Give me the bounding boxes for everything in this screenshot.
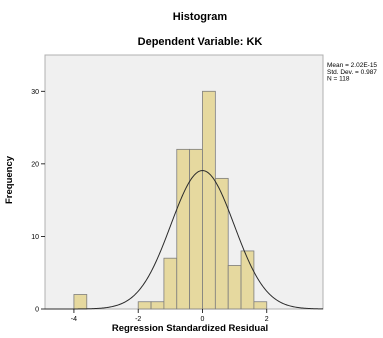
x-tick-label: 0 (201, 316, 205, 323)
x-tick-label: -2 (135, 316, 141, 323)
histogram-bar-7 (202, 90, 216, 310)
y-tick-label: 0 (35, 307, 39, 314)
chart-title: Histogram (173, 11, 228, 23)
stats-line-3: N = 118 (327, 76, 350, 83)
stats-line-2: Std. Dev. = 0.987 (327, 69, 377, 76)
histogram-bar-4 (163, 257, 178, 310)
x-tick-label: 2 (265, 316, 269, 323)
y-axis-label: Frequency (4, 155, 15, 204)
x-tick-label: -4 (71, 316, 77, 323)
histogram-bar-5 (176, 148, 191, 310)
y-tick-label: 20 (31, 161, 39, 168)
histogram-bar-2 (137, 301, 152, 310)
y-tick-label: 10 (31, 234, 39, 241)
normal-curve (45, 170, 324, 310)
histogram-bar-3 (150, 301, 165, 310)
stats-line-1: Mean = 2.02E-15 (327, 62, 377, 69)
histogram-bar-11 (253, 301, 268, 310)
y-tick-label: 30 (31, 89, 39, 96)
histogram-bar-10 (240, 250, 255, 310)
histogram-bar-1 (73, 294, 88, 310)
histogram-bars (73, 90, 268, 310)
x-axis-label: Regression Standardized Residual (112, 323, 268, 334)
histogram-bar-9 (227, 265, 242, 310)
histogram-bar-8 (214, 177, 229, 310)
x-axis: -4 -2 0 2 (71, 309, 269, 323)
y-axis: 0 10 20 30 (31, 89, 45, 314)
chart-subtitle: Dependent Variable: KK (138, 36, 263, 48)
